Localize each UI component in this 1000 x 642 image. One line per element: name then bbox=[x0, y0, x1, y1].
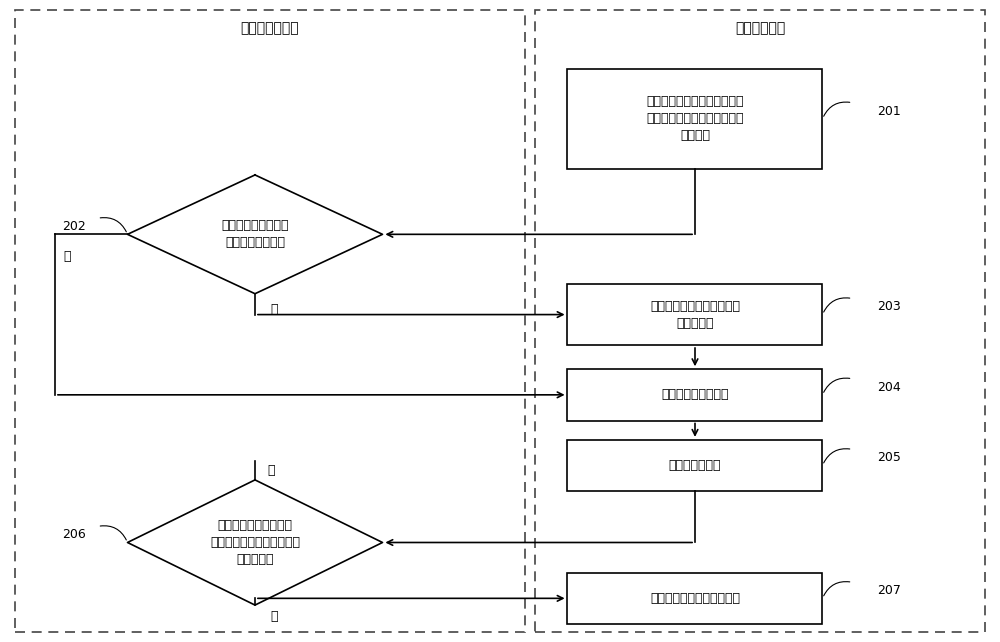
Text: 将用户发送的聊天信息显示
在跑步群内: 将用户发送的聊天信息显示 在跑步群内 bbox=[650, 300, 740, 329]
Text: 解除对用户聊天权限的限制: 解除对用户聊天权限的限制 bbox=[650, 592, 740, 605]
Text: 是: 是 bbox=[270, 610, 278, 623]
Bar bbox=[567, 69, 822, 169]
Bar bbox=[567, 573, 822, 624]
Bar bbox=[15, 10, 525, 632]
Bar bbox=[567, 369, 822, 421]
Text: 207: 207 bbox=[878, 584, 901, 597]
Bar bbox=[567, 440, 822, 491]
Text: 确定用户的运动状态
是否满足设定条件: 确定用户的运动状态 是否满足设定条件 bbox=[221, 220, 289, 249]
Text: 203: 203 bbox=[878, 300, 901, 313]
Polygon shape bbox=[128, 175, 382, 294]
Text: 是: 是 bbox=[270, 304, 278, 317]
Text: 确定用户的运动状态是
否由不满足设定条件变为满
足设定条件: 确定用户的运动状态是 否由不满足设定条件变为满 足设定条件 bbox=[210, 519, 300, 566]
Text: 跑步群服务器: 跑步群服务器 bbox=[735, 21, 785, 35]
Text: 否: 否 bbox=[63, 250, 70, 263]
Text: 201: 201 bbox=[878, 105, 901, 117]
Text: 预先设定针对用户运动状态的
设定条件，接收用户发送的群
聊天信息: 预先设定针对用户运动状态的 设定条件，接收用户发送的群 聊天信息 bbox=[646, 95, 744, 143]
Bar bbox=[535, 10, 985, 632]
Text: 向用户进行提示: 向用户进行提示 bbox=[669, 459, 721, 472]
Text: 205: 205 bbox=[878, 451, 901, 464]
Text: 204: 204 bbox=[878, 381, 901, 394]
Text: 202: 202 bbox=[62, 220, 86, 233]
Text: 限制用户的聊天权限: 限制用户的聊天权限 bbox=[661, 388, 729, 401]
Bar bbox=[567, 284, 822, 345]
Polygon shape bbox=[128, 480, 382, 605]
Text: 206: 206 bbox=[62, 528, 86, 541]
Text: 咪咕善跑服务器: 咪咕善跑服务器 bbox=[241, 21, 299, 35]
Text: 否: 否 bbox=[267, 464, 274, 476]
